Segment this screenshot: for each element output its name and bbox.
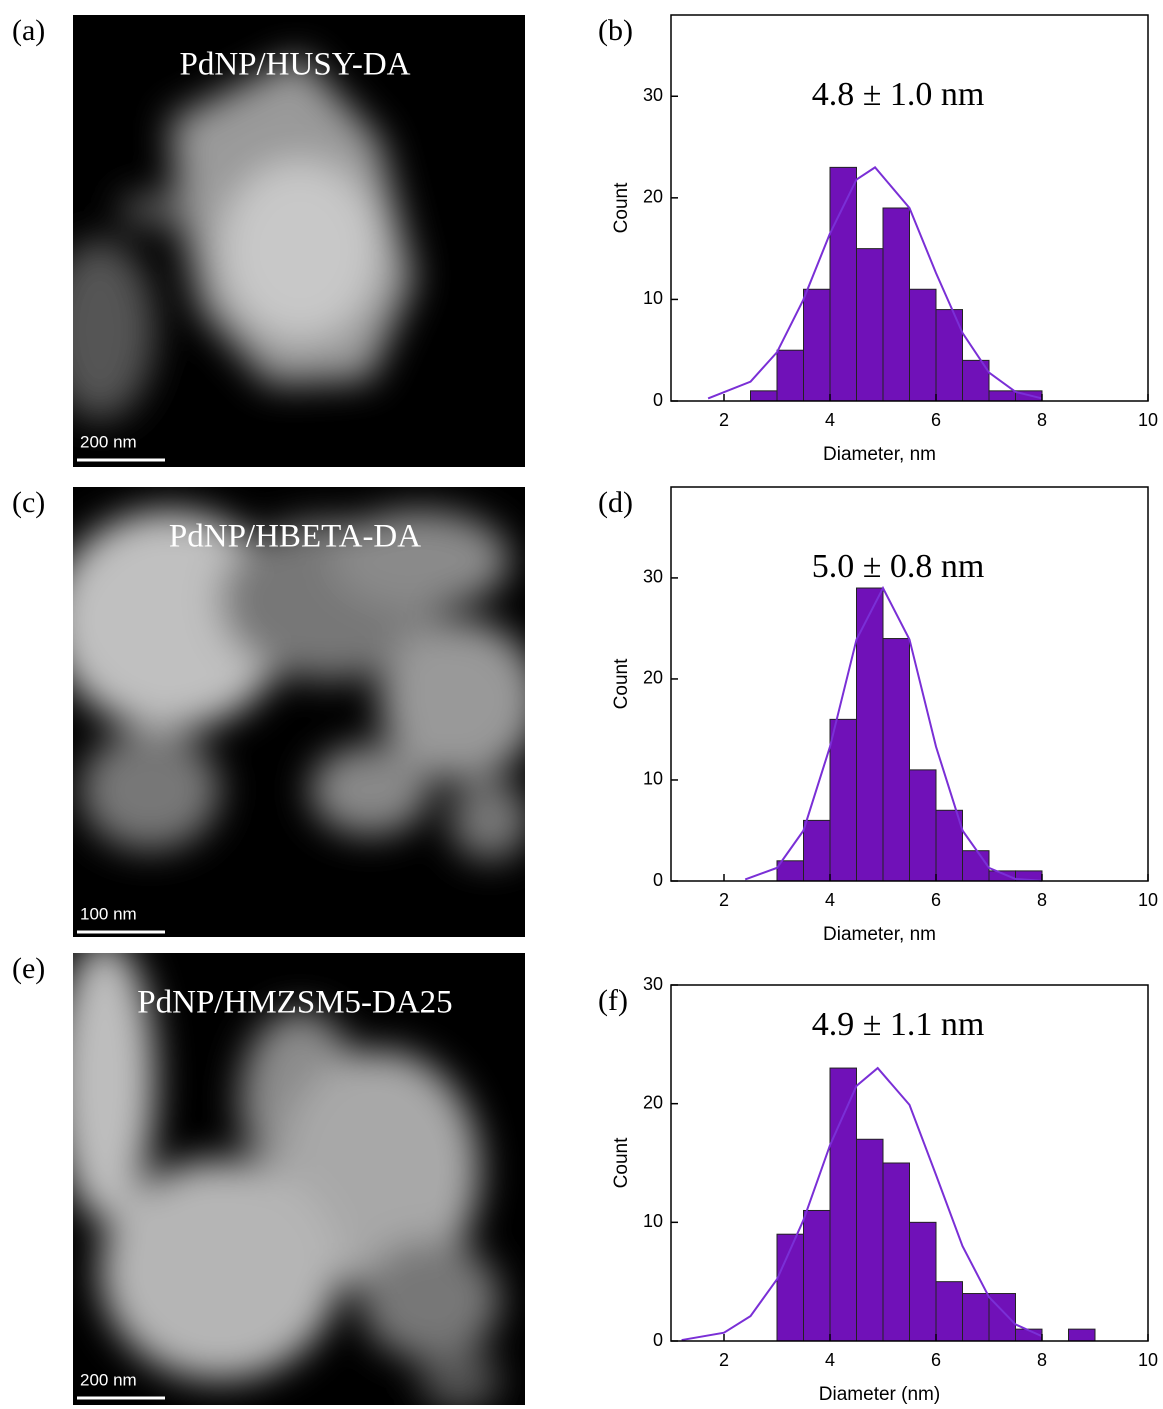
x-tick-label: 2 [719,1350,729,1370]
bar [909,769,937,882]
x-tick-label: 2 [719,410,729,430]
bar [856,248,884,402]
panel-label: (e) [12,952,45,985]
plot-frame [670,984,1149,1342]
micrograph [73,487,525,937]
image-title: PdNP/HBETA-DA [169,519,421,555]
chart-title: 5.0 ± 0.8 nm [812,548,985,585]
y-tick-label: 20 [643,1092,663,1112]
bar [750,390,778,402]
fit-curve [744,585,1043,882]
y-tick-label: 30 [643,974,663,994]
chart-title: 4.8 ± 1.0 nm [812,76,985,113]
x-axis-label: Diameter (nm) [819,1384,940,1405]
micrograph [73,15,525,467]
bar [882,638,910,882]
scale-bar-label: 200 nm [80,1370,137,1389]
bar [829,718,857,882]
fit-curve [681,1066,1043,1342]
panel-label: (d) [598,486,633,519]
y-tick-label: 30 [643,567,663,587]
y-tick-label: 10 [643,769,663,789]
y-tick-label: 30 [643,85,663,105]
bar [776,349,804,402]
scale-bar-label: 100 nm [80,904,137,923]
chart-title: 4.9 ± 1.1 nm [812,1006,985,1043]
scale-bar-label: 200 nm [80,432,137,451]
x-tick-label: 8 [1037,410,1047,430]
bar [962,850,990,882]
y-tick-label: 20 [643,668,663,688]
bar [882,1162,910,1342]
bar [803,819,831,882]
x-tick-label: 6 [931,1350,941,1370]
x-axis-label: Diameter, nm [823,924,936,945]
plot-frame [670,14,1149,402]
panel-label: (f) [598,984,628,1017]
y-tick-label: 10 [643,288,663,308]
x-tick-label: 2 [719,890,729,910]
x-tick-label: 4 [825,890,835,910]
fit-curve [707,166,1043,400]
bar [856,587,884,882]
bar [909,1221,937,1342]
panel-label: (a) [12,14,45,47]
y-tick-label: 0 [653,1330,663,1350]
micrograph [73,953,525,1405]
image-title: PdNP/HMZSM5-DA25 [137,985,452,1021]
x-tick-label: 10 [1138,890,1158,910]
panel-label: (b) [598,14,633,47]
y-tick-label: 0 [653,390,663,410]
y-tick-label: 20 [643,187,663,207]
x-tick-label: 6 [931,890,941,910]
x-tick-label: 4 [825,1350,835,1370]
plot-frame [670,486,1149,882]
bar [935,1281,963,1342]
bar [962,1293,990,1342]
bar [909,288,937,402]
bar [803,288,831,402]
y-tick-label: 0 [653,870,663,890]
bar [856,1138,884,1342]
x-axis-label: Diameter, nm [823,444,936,465]
x-tick-label: 10 [1138,410,1158,430]
image-title: PdNP/HUSY-DA [179,47,410,83]
bar [988,390,1016,402]
bar [803,1209,831,1342]
bar [1068,1328,1096,1342]
y-tick-label: 10 [643,1211,663,1231]
x-tick-label: 10 [1138,1350,1158,1370]
panel-label: (c) [12,486,45,519]
x-tick-label: 4 [825,410,835,430]
bar [935,809,963,882]
bar [829,1067,857,1342]
bar [829,166,857,402]
x-tick-label: 6 [931,410,941,430]
y-axis-label: Count [611,182,632,233]
bar [882,207,910,402]
y-axis-label: Count [611,1137,632,1188]
y-axis-label: Count [611,658,632,709]
x-tick-label: 8 [1037,890,1047,910]
x-tick-label: 8 [1037,1350,1047,1370]
